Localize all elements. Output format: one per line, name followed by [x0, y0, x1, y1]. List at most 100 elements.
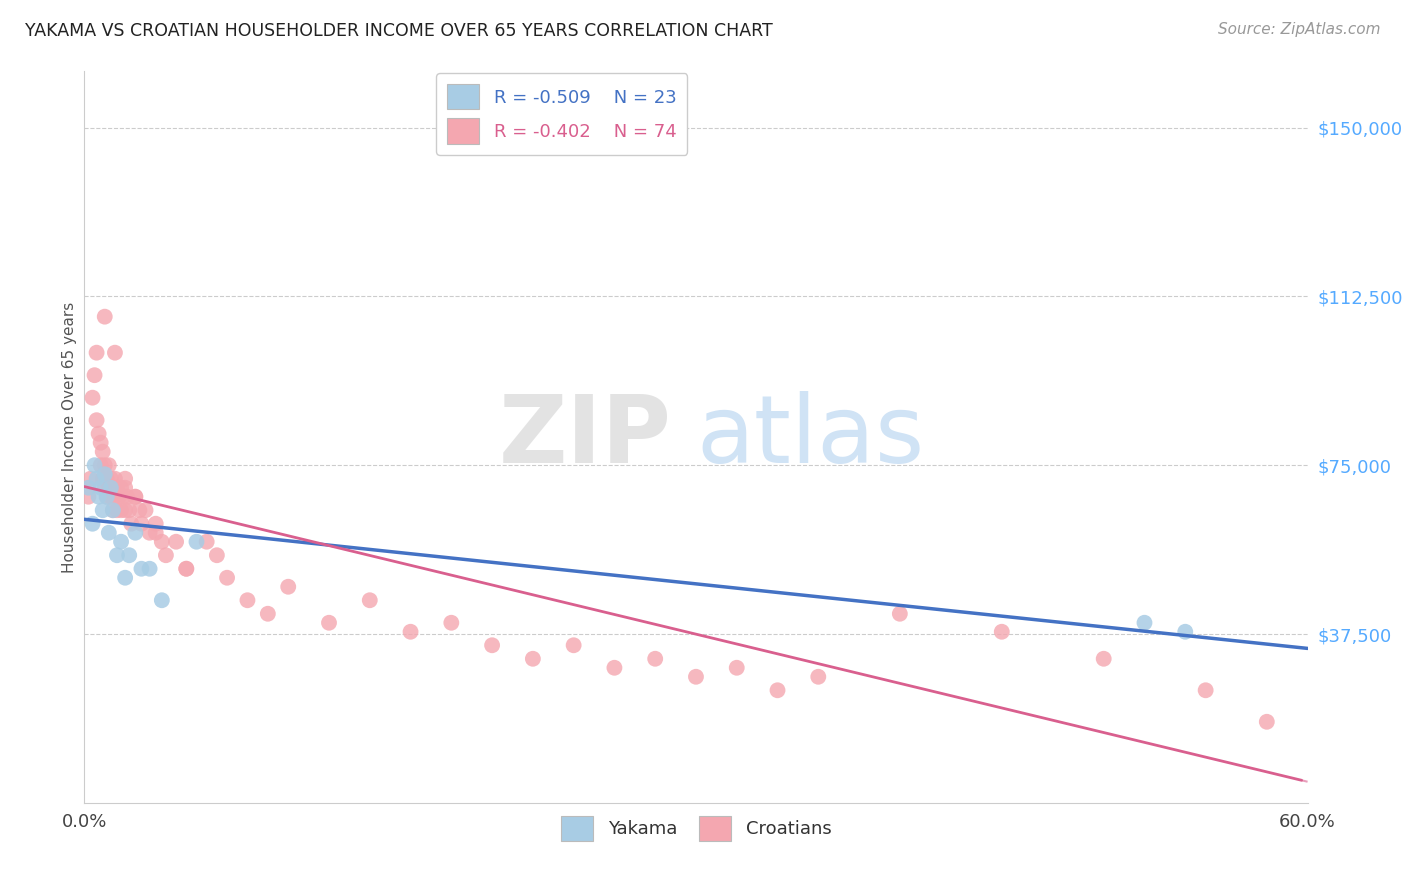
Point [174, 562, 197, 576]
Point [104, 472, 127, 486]
Point [96, 490, 118, 504]
Point [150, 593, 173, 607]
Point [603, 661, 626, 675]
Point [1174, 624, 1197, 639]
Point [131, 516, 153, 531]
Point [1092, 652, 1115, 666]
Point [86, 472, 108, 486]
Point [91, 444, 114, 458]
Point [112, 490, 135, 504]
Point [991, 624, 1014, 639]
Point [93, 467, 115, 482]
Point [90, 481, 112, 495]
Point [481, 638, 503, 652]
Point [110, 481, 132, 495]
Point [100, 490, 122, 504]
Point [257, 607, 280, 621]
Point [155, 548, 177, 562]
Point [105, 548, 128, 562]
Point [128, 503, 150, 517]
Point [100, 481, 122, 495]
Legend: Yakama, Croatians: Yakama, Croatians [554, 809, 838, 848]
Point [138, 562, 160, 576]
Point [96, 490, 118, 504]
Point [93, 481, 115, 495]
Point [807, 670, 830, 684]
Point [114, 481, 136, 495]
Point [114, 571, 136, 585]
Point [124, 525, 146, 540]
Point [97, 525, 120, 540]
Point [399, 624, 422, 639]
Point [82, 516, 104, 531]
Point [1133, 615, 1156, 630]
Point [359, 593, 381, 607]
Point [685, 670, 707, 684]
Point [236, 593, 259, 607]
Point [131, 562, 153, 576]
Point [145, 516, 167, 531]
Point [91, 503, 114, 517]
Point [1256, 714, 1278, 729]
Point [205, 548, 228, 562]
Point [90, 458, 112, 473]
Point [165, 534, 187, 549]
Point [766, 683, 789, 698]
Point [150, 534, 173, 549]
Point [105, 503, 128, 517]
Point [110, 503, 132, 517]
Point [186, 534, 208, 549]
Point [91, 472, 114, 486]
Point [93, 310, 115, 324]
Point [145, 525, 167, 540]
Point [83, 458, 105, 473]
Point [105, 481, 128, 495]
Point [118, 548, 141, 562]
Point [87, 490, 110, 504]
Point [195, 534, 218, 549]
Point [101, 503, 124, 517]
Point [96, 472, 118, 486]
Point [101, 503, 124, 517]
Point [318, 615, 340, 630]
Point [97, 458, 120, 473]
Point [114, 503, 136, 517]
Point [644, 652, 666, 666]
Point [87, 426, 110, 441]
Point [124, 490, 146, 504]
Point [77, 490, 100, 504]
Point [138, 525, 160, 540]
Point [83, 368, 105, 383]
Point [889, 607, 911, 621]
Point [135, 503, 157, 517]
Point [115, 490, 138, 504]
Point [725, 661, 748, 675]
Point [440, 615, 463, 630]
Point [522, 652, 544, 666]
Point [90, 435, 112, 450]
Point [110, 534, 132, 549]
Point [101, 481, 124, 495]
Point [562, 638, 585, 652]
Point [104, 345, 127, 359]
Point [118, 503, 141, 517]
Point [174, 562, 197, 576]
Point [124, 490, 146, 504]
Y-axis label: Householder Income Over 65 years: Householder Income Over 65 years [62, 301, 77, 573]
Point [86, 345, 108, 359]
Point [114, 472, 136, 486]
Point [93, 458, 115, 473]
Point [86, 413, 108, 427]
Point [100, 472, 122, 486]
Point [77, 481, 100, 495]
Point [97, 481, 120, 495]
Point [79, 472, 101, 486]
Text: YAKAMA VS CROATIAN HOUSEHOLDER INCOME OVER 65 YEARS CORRELATION CHART: YAKAMA VS CROATIAN HOUSEHOLDER INCOME OV… [25, 22, 773, 40]
Text: Source: ZipAtlas.com: Source: ZipAtlas.com [1218, 22, 1381, 37]
Point [120, 516, 142, 531]
Text: atlas: atlas [696, 391, 924, 483]
Point [104, 490, 127, 504]
Text: ZIP: ZIP [499, 391, 672, 483]
Point [82, 391, 104, 405]
Point [217, 571, 239, 585]
